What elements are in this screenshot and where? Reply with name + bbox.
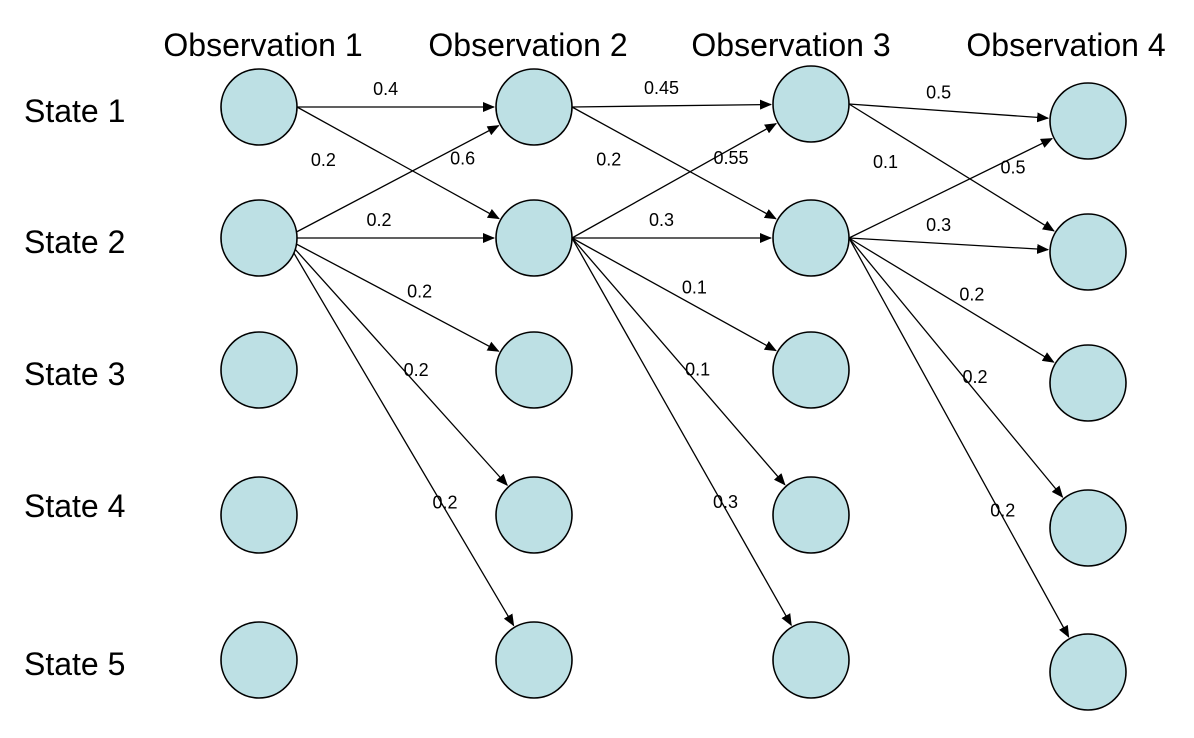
state-node-obs2-state1 bbox=[495, 68, 573, 146]
state-3-label: State 3 bbox=[24, 356, 125, 392]
state-node-obs2-state2 bbox=[495, 199, 573, 277]
state-1-label: State 1 bbox=[24, 93, 125, 129]
state-node-obs2-state5 bbox=[495, 621, 573, 699]
state-node-obs2-state3 bbox=[495, 331, 573, 409]
state-node-obs4-state3 bbox=[1049, 344, 1127, 422]
nodes-layer bbox=[220, 65, 1127, 711]
transition-probability-label: 0.2 bbox=[407, 281, 432, 301]
transition-probability-label: 0.3 bbox=[713, 492, 738, 512]
state-node-obs1-state4 bbox=[220, 476, 298, 554]
state-5-label: State 5 bbox=[24, 646, 125, 682]
transition-arrow-21 bbox=[848, 237, 1070, 638]
transition-arrow-15 bbox=[848, 103, 1050, 123]
transition-probability-label: 0.45 bbox=[644, 78, 679, 98]
state-node-obs3-state2 bbox=[772, 199, 850, 277]
state-node-obs4-state4 bbox=[1049, 489, 1127, 567]
state-node-obs1-state1 bbox=[220, 68, 298, 146]
state-node-obs3-state4 bbox=[772, 476, 850, 554]
transition-arrow-18 bbox=[848, 237, 1050, 255]
state-node-obs3-state1 bbox=[772, 65, 850, 143]
transition-probability-label: 0.55 bbox=[714, 148, 749, 168]
state-4-label: State 4 bbox=[24, 488, 125, 524]
state-node-obs1-state2 bbox=[220, 199, 298, 277]
observation-3-label: Observation 3 bbox=[691, 27, 890, 63]
transition-probability-label: 0.2 bbox=[404, 360, 429, 380]
state-node-obs3-state5 bbox=[772, 621, 850, 699]
transition-arrow-17 bbox=[848, 138, 1053, 239]
state-node-obs2-state4 bbox=[495, 476, 573, 554]
transition-probability-label: 0.1 bbox=[682, 278, 707, 298]
transition-probability-label: 0.6 bbox=[450, 149, 475, 169]
transition-probability-label: 0.2 bbox=[990, 500, 1015, 520]
state-node-obs4-state5 bbox=[1049, 633, 1127, 711]
observation-4-label: Observation 4 bbox=[966, 27, 1165, 63]
transition-probability-label: 0.2 bbox=[959, 285, 984, 305]
transition-arrow-2 bbox=[296, 106, 500, 220]
transition-arrow-13 bbox=[571, 237, 786, 486]
state-node-obs1-state5 bbox=[220, 621, 298, 699]
transition-arrow-14 bbox=[571, 237, 792, 627]
transition-arrow-19 bbox=[848, 237, 1055, 363]
transition-arrow-7 bbox=[284, 237, 515, 627]
transition-probability-label: 0.2 bbox=[367, 210, 392, 230]
state-node-obs4-state2 bbox=[1049, 213, 1127, 291]
transition-arrow-9 bbox=[571, 106, 777, 220]
observation-1-label: Observation 1 bbox=[163, 27, 362, 63]
transition-probability-label: 0.3 bbox=[926, 215, 951, 235]
transition-probability-label: 0.5 bbox=[926, 82, 951, 102]
transition-probability-label: 0.2 bbox=[962, 367, 987, 387]
edge-labels-layer: 0.4 0.6 0.2 0.2 0.2 0.2 0.2 0.45 0.55 0.2 0.3 0.1 0.… bbox=[311, 78, 1026, 520]
transition-arrow-6 bbox=[284, 237, 508, 486]
transition-arrow-5 bbox=[284, 237, 500, 352]
transition-arrow-12 bbox=[571, 237, 777, 352]
state-node-obs4-state1 bbox=[1049, 82, 1127, 160]
transition-arrow-3 bbox=[284, 125, 500, 239]
transition-probability-label: 0.2 bbox=[311, 150, 336, 170]
edges-layer bbox=[284, 99, 1070, 638]
observation-2-label: Observation 2 bbox=[428, 27, 627, 63]
state-2-label: State 2 bbox=[24, 224, 125, 260]
transition-probability-label: 0.3 bbox=[649, 210, 674, 230]
state-node-obs3-state3 bbox=[772, 331, 850, 409]
transition-probability-label: 0.5 bbox=[1000, 158, 1025, 178]
transition-arrow-16 bbox=[848, 103, 1055, 232]
transition-arrow-10 bbox=[571, 122, 777, 239]
transition-probability-label: 0.4 bbox=[373, 79, 398, 99]
transition-arrow-20 bbox=[848, 237, 1064, 498]
transition-probability-label: 0.1 bbox=[873, 152, 898, 172]
transition-arrow-8 bbox=[571, 99, 773, 110]
transition-probability-label: 0.1 bbox=[685, 360, 710, 380]
transition-probability-label: 0.2 bbox=[433, 492, 458, 512]
state-node-obs1-state3 bbox=[220, 331, 298, 409]
transition-probability-label: 0.2 bbox=[596, 149, 621, 169]
